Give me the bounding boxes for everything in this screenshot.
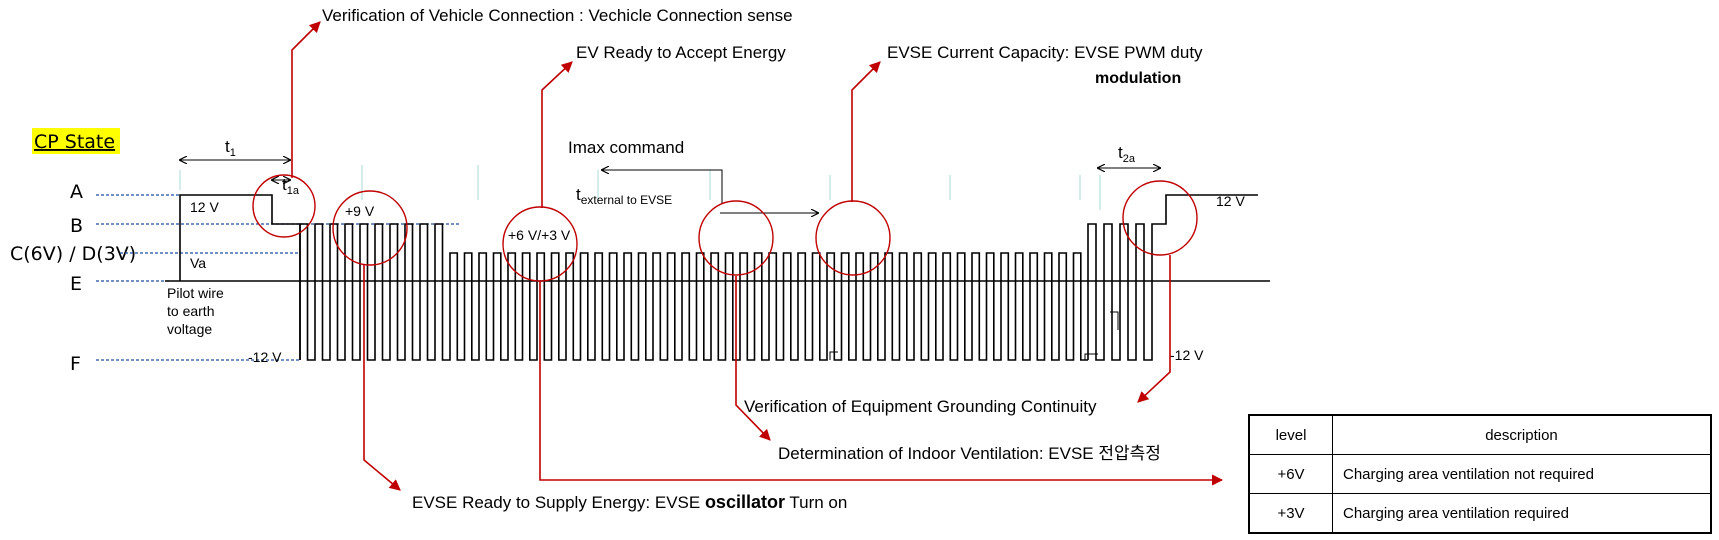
state-label-f: F <box>70 353 81 375</box>
label-6v-3v: +6 V/+3 V <box>508 227 571 243</box>
row-description: Charging area ventilation not required <box>1332 454 1712 494</box>
label-pilot-3: voltage <box>167 321 212 337</box>
circle-vehicle-connection <box>252 174 316 238</box>
annotation-supply-suffix: Turn on <box>785 493 847 512</box>
circle-ev-ready <box>502 206 578 282</box>
arrow-evse-capacity <box>851 61 881 202</box>
label-t1: t1 <box>225 137 236 159</box>
label-t1a: t1a <box>282 175 300 197</box>
label-minus12v-left: -12 V <box>248 349 282 365</box>
table-row: +6V Charging area ventilation not requir… <box>1248 454 1712 494</box>
annotation-supply-prefix: EVSE Ready to Supply Energy: EVSE <box>412 493 705 512</box>
circle-ventilation <box>698 200 774 276</box>
label-12v-left: 12 V <box>190 199 219 215</box>
table-header-row: level description <box>1248 414 1712 455</box>
arrow-ev-ready <box>541 61 573 208</box>
circle-grounding <box>1122 180 1198 256</box>
annotation-ev-ready: EV Ready to Accept Energy <box>576 43 786 62</box>
header-description: description <box>1332 414 1712 455</box>
label-imax-command: Imax command <box>568 138 684 157</box>
annotation-ventilation: Determination of Indoor Ventilation: EVS… <box>778 444 1161 463</box>
arrow-grounding <box>735 276 771 441</box>
cp-state-title: CP State <box>34 131 115 153</box>
label-9v: +9 V <box>345 203 375 219</box>
waveform-final <box>1087 194 1258 361</box>
label-pilot-1: Pilot wire <box>167 285 224 301</box>
timing-ticks <box>179 165 1101 210</box>
waveform-pwm <box>299 223 1088 361</box>
arrow-grounding-right <box>1137 255 1171 403</box>
row-level: +6V <box>1248 454 1333 494</box>
label-12v-right: 12 V <box>1216 193 1245 209</box>
state-label-cd: C(6V) / D(3V) <box>10 243 136 265</box>
annotation-grounding: Verification of Equipment Grounding Cont… <box>744 397 1097 416</box>
arrow-vehicle-connection <box>291 21 321 178</box>
arrow-ventilation <box>539 281 1224 486</box>
table-row: +3V Charging area ventilation required <box>1248 493 1712 534</box>
arrow-evse-supply <box>363 265 401 491</box>
circle-evse-ready <box>332 190 408 266</box>
cp-state-highlight <box>32 128 120 154</box>
label-pilot-2: to earth <box>167 303 214 319</box>
annotation-modulation: modulation <box>1095 70 1181 87</box>
annotation-evse-capacity: EVSE Current Capacity: EVSE PWM duty <box>887 43 1203 62</box>
annotation-supply-bold: oscillator <box>705 492 785 512</box>
row-description: Charging area ventilation required <box>1332 493 1712 534</box>
pilot-waveform <box>165 194 1270 361</box>
annotation-arrows <box>291 21 1224 491</box>
row-level: +3V <box>1248 493 1333 534</box>
ventilation-level-table: level description +6V Charging area vent… <box>1248 414 1712 534</box>
annotation-evse-supply: EVSE Ready to Supply Energy: EVSE oscill… <box>412 492 847 512</box>
state-label-a: A <box>70 181 83 203</box>
label-va: Va <box>190 255 206 271</box>
circle-capacity <box>815 200 891 276</box>
header-level: level <box>1248 414 1333 455</box>
small-timing-marks <box>829 311 1119 360</box>
state-label-e: E <box>70 273 82 295</box>
label-t-external: texternal to EVSE <box>576 185 672 207</box>
label-t2a: t2a <box>1118 143 1136 165</box>
state-label-b: B <box>70 215 83 237</box>
annotation-vehicle-connection: Verification of Vehicle Connection : Vec… <box>322 6 793 25</box>
imax-arrow <box>602 170 723 204</box>
label-minus12v-right: -12 V <box>1170 347 1204 363</box>
